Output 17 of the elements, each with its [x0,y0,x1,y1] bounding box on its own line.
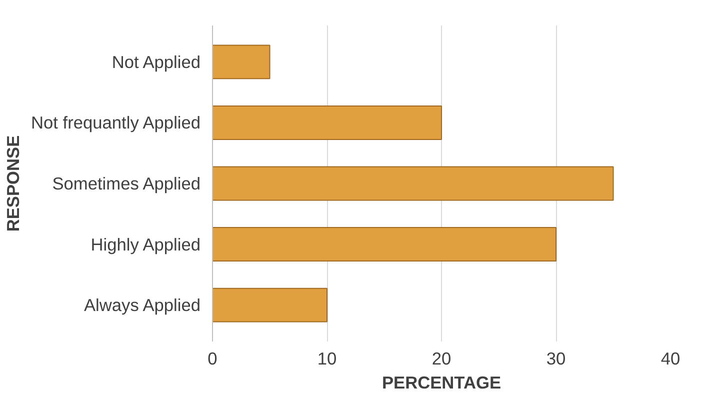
x-tick-label: 40 [660,348,680,368]
x-tick-label: 10 [317,348,337,368]
bar [212,44,270,80]
x-tick-label: 0 [208,348,218,368]
bar [212,227,556,262]
y-tick-label: Highly Applied [90,234,201,254]
bar [212,288,328,322]
y-tick-label: Always Applied [84,295,201,316]
x-axis-title: PERCENTAGE [382,372,502,392]
y-tick-label: Sometimes Applied [52,174,201,194]
bar [212,166,614,201]
bar [212,106,442,140]
y-tick-label: Not frequantly Applied [31,112,201,133]
x-tick-label: 30 [546,348,566,368]
y-axis-title: RESPONSE [3,135,23,232]
x-tick-label: 20 [432,348,452,368]
y-tick-label: Not Applied [112,52,201,72]
